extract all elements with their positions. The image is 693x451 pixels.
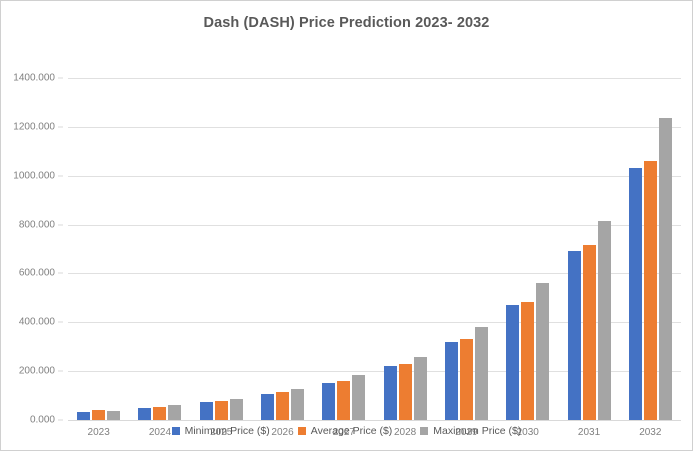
bar[interactable] [398, 363, 412, 420]
bar[interactable] [459, 339, 473, 420]
bar[interactable] [521, 301, 535, 420]
y-axis-tick-label: 400.000 [18, 316, 55, 328]
y-axis-tick-mark [58, 175, 63, 177]
y-axis: 0.000 200.000 400.000 600.000 800.000 1000.00… [1, 73, 63, 426]
x-axis-tick-label: 2029 [455, 427, 478, 438]
y-axis-tick-mark [58, 370, 63, 372]
bar[interactable] [214, 401, 228, 420]
legend-label: Average Price ($) [310, 425, 393, 437]
gridline [68, 78, 681, 79]
bar[interactable] [444, 342, 458, 420]
chart-legend: Minimum Price ($) Average Price ($) Maximu… [1, 425, 692, 437]
bar[interactable] [352, 374, 366, 420]
bar[interactable] [138, 407, 152, 420]
gridline [68, 322, 681, 324]
legend-item[interactable]: Average Price ($) [297, 425, 393, 437]
y-axis-tick-mark [58, 419, 63, 421]
bar[interactable] [383, 365, 397, 420]
bar-group [374, 78, 435, 420]
x-axis-tick-label: 2030 [516, 427, 539, 438]
bar[interactable] [77, 411, 91, 420]
gridline [68, 371, 681, 373]
bar-group [558, 78, 619, 420]
bar[interactable] [337, 381, 351, 420]
bar-group [620, 78, 681, 420]
bar[interactable] [413, 356, 427, 420]
legend-item[interactable]: Maximum Price ($) [420, 425, 521, 437]
legend-label: Minimum Price ($) [184, 425, 270, 437]
x-axis-tick-label: 2031 [577, 427, 601, 438]
x-axis-tick-label: 2026 [271, 427, 294, 438]
gridline [68, 175, 681, 177]
bar[interactable] [92, 409, 106, 420]
y-axis-tick-label: 1200.000 [13, 121, 55, 133]
bar-group [191, 78, 252, 420]
x-axis: 2023 2024 2025 2026 2027 2028 2029 2030 2031 2032 [68, 424, 681, 442]
x-axis-tick-label: 2032 [639, 427, 662, 438]
bar[interactable] [536, 282, 550, 420]
legend-item[interactable]: Minimum Price ($) [171, 425, 270, 437]
bar[interactable] [199, 402, 213, 420]
gridline [68, 126, 681, 128]
bar[interactable] [506, 304, 520, 420]
x-axis-tick-label: 2023 [87, 427, 110, 438]
bar[interactable] [107, 410, 121, 420]
bars-layer [68, 78, 681, 420]
bar[interactable] [582, 245, 596, 420]
bar[interactable] [229, 399, 243, 420]
plot-area: 0.000 200.000 400.000 600.000 800.000 1000.00… [1, 33, 692, 450]
x-axis-tick-label: 2024 [148, 427, 172, 438]
x-axis-tick-label: 2028 [394, 427, 417, 438]
bar[interactable] [168, 405, 182, 420]
bar[interactable] [567, 251, 581, 420]
bar-group [313, 78, 374, 420]
x-axis-tick-label: 2025 [210, 427, 233, 438]
bar[interactable] [628, 168, 642, 420]
y-axis-tick-label: 600.000 [18, 267, 55, 279]
y-axis-tick-label: 1000.000 [13, 170, 55, 182]
y-axis-tick-mark [58, 272, 63, 274]
y-axis-tick-mark [58, 77, 63, 79]
y-axis-tick-mark [58, 224, 63, 226]
bar[interactable] [658, 118, 672, 420]
bar[interactable] [322, 382, 336, 420]
bar-group [68, 78, 129, 420]
chart-title: Dash (DASH) Price Prediction 2023- 2032 [203, 15, 490, 31]
legend-label: Maximum Price ($) [433, 425, 522, 437]
bar[interactable] [291, 388, 305, 420]
y-axis-tick-mark [58, 321, 63, 323]
bar[interactable] [643, 161, 657, 420]
bar[interactable] [261, 393, 275, 420]
y-axis-tick-label: 0.000 [29, 414, 55, 426]
bar[interactable] [153, 407, 167, 420]
y-axis-tick-label: 200.000 [18, 365, 55, 377]
bar-group [252, 78, 313, 420]
y-axis-tick-label: 1400.000 [13, 72, 55, 84]
legend-swatch-icon [297, 427, 306, 435]
bar-group [497, 78, 558, 420]
x-axis-tick-label: 2027 [332, 427, 355, 438]
bar[interactable] [597, 220, 611, 420]
y-axis-tick-label: 800.000 [18, 219, 55, 231]
bar[interactable] [474, 326, 488, 420]
x-axis-line [68, 420, 681, 421]
bar-group [436, 78, 497, 420]
y-axis-tick-mark [58, 126, 63, 128]
legend-swatch-icon [171, 427, 180, 435]
bar[interactable] [276, 391, 290, 420]
gridline [68, 224, 681, 226]
gridline [68, 273, 681, 275]
bar-group [129, 78, 190, 420]
legend-swatch-icon [420, 427, 429, 435]
